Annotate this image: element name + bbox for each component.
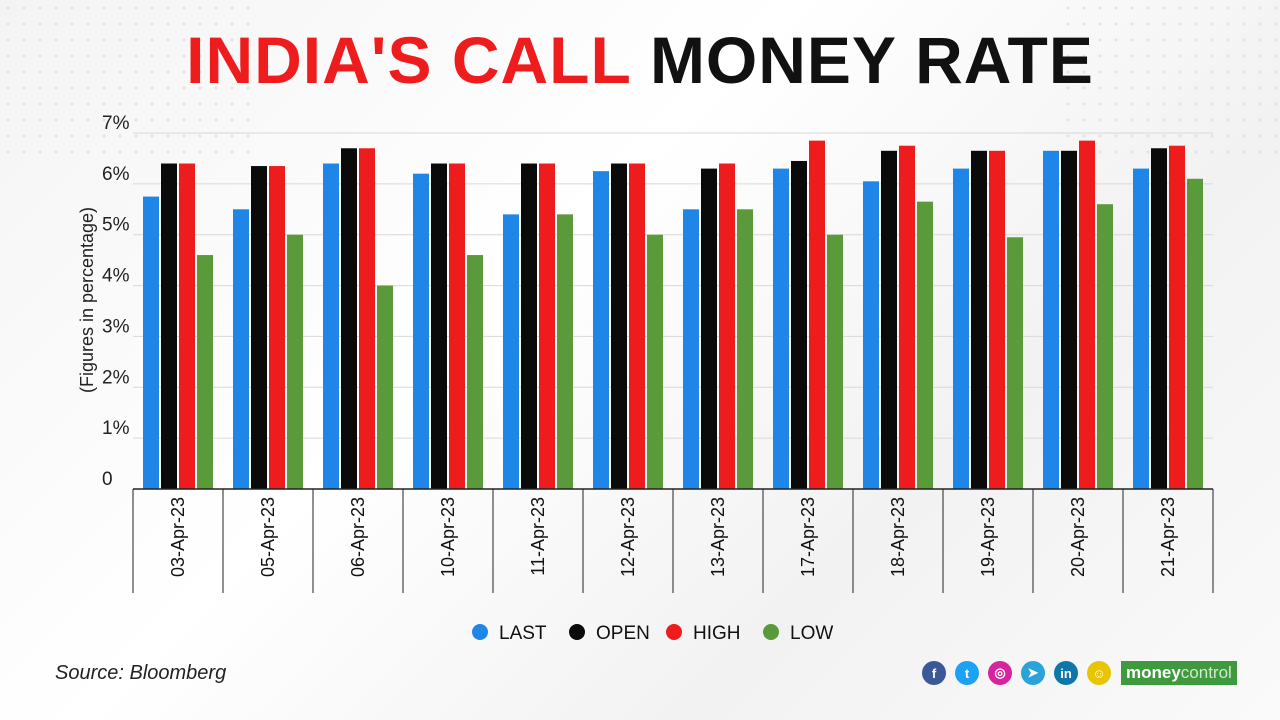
y-tick-label: 3% [102, 316, 130, 337]
instagram-icon[interactable]: ◎ [988, 661, 1012, 685]
x-tick-label: 03-Apr-23 [168, 497, 188, 577]
legend-marker-last [472, 624, 488, 640]
bar-high [1169, 145, 1185, 489]
twitter-icon[interactable]: t [955, 661, 979, 685]
title-part-black: MONEY RATE [649, 23, 1094, 97]
y-axis-label: (Figures in percentage) [77, 207, 97, 393]
bar-high [719, 163, 735, 489]
legend-label-open: OPEN [596, 623, 650, 644]
bar-open [1061, 150, 1077, 490]
bar-high [1079, 140, 1095, 489]
moneycontrol-logo: moneycontrol [1121, 661, 1237, 685]
bar-last [233, 209, 249, 490]
telegram-icon[interactable]: ➤ [1021, 661, 1045, 685]
legend-label-high: HIGH [693, 623, 741, 644]
x-tick-label: 19-Apr-23 [978, 497, 998, 577]
y-tick-label: 7% [102, 113, 130, 134]
snapchat-icon[interactable]: ☺ [1087, 661, 1111, 685]
x-tick-label: 05-Apr-23 [258, 497, 278, 577]
bar-low [917, 201, 933, 489]
bar-low [827, 234, 843, 489]
bar-high [899, 145, 915, 489]
bar-low [197, 255, 213, 489]
bar-high [809, 140, 825, 489]
legend-marker-low [763, 624, 779, 640]
bar-high [989, 150, 1005, 490]
bar-last [953, 168, 969, 489]
bar-low [647, 234, 663, 489]
bar-open [971, 150, 987, 490]
bar-low [287, 234, 303, 489]
bar-low [1097, 204, 1113, 489]
legend-label-last: LAST [499, 623, 547, 644]
bar-last [863, 181, 879, 490]
legend-marker-high [666, 624, 682, 640]
x-tick-label: 13-Apr-23 [708, 497, 728, 577]
y-tick-label: 0 [102, 469, 113, 490]
x-tick-label: 18-Apr-23 [888, 497, 908, 577]
bar-open [521, 163, 537, 489]
y-tick-label: 4% [102, 266, 130, 287]
bar-last [503, 214, 519, 489]
bar-open [1151, 148, 1167, 489]
source-note: Source: Bloomberg [55, 662, 227, 684]
bar-open [701, 168, 717, 489]
bar-low [377, 285, 393, 489]
bar-high [629, 163, 645, 489]
legend-marker-open [569, 624, 585, 640]
bar-last [683, 209, 699, 490]
bar-low [737, 209, 753, 490]
bar-last [323, 163, 339, 489]
bar-last [773, 168, 789, 489]
y-tick-label: 5% [102, 215, 130, 236]
bar-high [179, 163, 195, 489]
bar-open [251, 166, 267, 490]
bar-last [143, 196, 159, 490]
brand-text-1: money [1126, 663, 1181, 682]
bar-last [593, 171, 609, 489]
brand-text-2: control [1180, 663, 1232, 682]
bar-high [359, 148, 375, 489]
bar-low [1187, 178, 1203, 489]
bar-open [161, 163, 177, 489]
bar-low [467, 255, 483, 489]
y-tick-label: 6% [102, 164, 130, 185]
x-tick-label: 21-Apr-23 [1158, 497, 1178, 577]
x-tick-label: 12-Apr-23 [618, 497, 638, 577]
x-tick-label: 17-Apr-23 [798, 497, 818, 577]
bar-low [557, 214, 573, 489]
bar-high [269, 166, 285, 490]
social-icons: f t ◎ ➤ in ☺ [922, 661, 1111, 685]
bar-open [881, 150, 897, 490]
bar-open [341, 148, 357, 489]
bar-open [431, 163, 447, 489]
legend-label-low: LOW [790, 623, 833, 644]
bar-open [791, 160, 807, 489]
bar-high [539, 163, 555, 489]
bar-low [1007, 237, 1023, 489]
x-tick-label: 20-Apr-23 [1068, 497, 1088, 577]
x-tick-label: 10-Apr-23 [438, 497, 458, 577]
chart-title: INDIA'S CALL MONEY RATE [0, 22, 1280, 98]
bar-open [611, 163, 627, 489]
x-tick-label: 06-Apr-23 [348, 497, 368, 577]
bar-last [1133, 168, 1149, 489]
facebook-icon[interactable]: f [922, 661, 946, 685]
x-tick-label: 11-Apr-23 [528, 497, 548, 576]
y-tick-label: 1% [102, 418, 130, 439]
bar-high [449, 163, 465, 489]
title-part-red: INDIA'S CALL [186, 23, 631, 97]
bar-last [1043, 150, 1059, 490]
y-tick-label: 2% [102, 367, 130, 388]
bar-last [413, 173, 429, 489]
linkedin-icon[interactable]: in [1054, 661, 1078, 685]
